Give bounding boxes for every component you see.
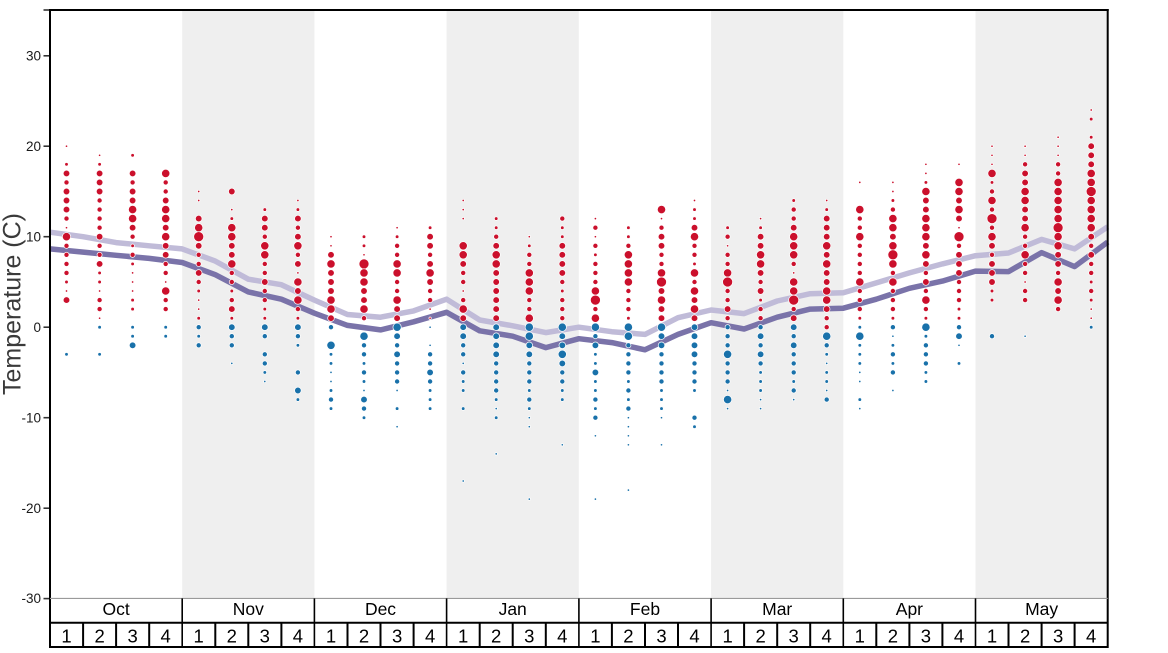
svg-text:4: 4 xyxy=(954,626,964,647)
svg-text:-20: -20 xyxy=(21,501,41,516)
svg-text:Feb: Feb xyxy=(630,599,660,619)
svg-text:2: 2 xyxy=(1020,626,1030,647)
svg-text:1: 1 xyxy=(722,626,732,647)
svg-text:4: 4 xyxy=(161,626,171,647)
svg-text:2: 2 xyxy=(227,626,237,647)
svg-text:1: 1 xyxy=(590,626,600,647)
svg-text:4: 4 xyxy=(1086,626,1096,647)
svg-text:4: 4 xyxy=(425,626,435,647)
svg-text:4: 4 xyxy=(557,626,567,647)
svg-text:-30: -30 xyxy=(21,591,41,606)
svg-text:3: 3 xyxy=(524,626,534,647)
svg-text:0: 0 xyxy=(33,320,41,335)
svg-text:Oct: Oct xyxy=(102,599,129,619)
svg-text:3: 3 xyxy=(127,626,137,647)
svg-text:2: 2 xyxy=(359,626,369,647)
svg-text:2: 2 xyxy=(755,626,765,647)
svg-text:3: 3 xyxy=(656,626,666,647)
svg-text:3: 3 xyxy=(1053,626,1063,647)
svg-text:1: 1 xyxy=(987,626,997,647)
svg-text:3: 3 xyxy=(392,626,402,647)
svg-text:Apr: Apr xyxy=(896,599,923,619)
svg-text:3: 3 xyxy=(260,626,270,647)
svg-text:2: 2 xyxy=(888,626,898,647)
svg-text:-10: -10 xyxy=(21,410,41,425)
svg-text:Mar: Mar xyxy=(762,599,792,619)
svg-text:1: 1 xyxy=(458,626,468,647)
svg-text:10: 10 xyxy=(26,229,41,244)
svg-text:Dec: Dec xyxy=(365,599,396,619)
svg-text:2: 2 xyxy=(623,626,633,647)
svg-text:1: 1 xyxy=(194,626,204,647)
svg-text:Nov: Nov xyxy=(233,599,264,619)
svg-text:4: 4 xyxy=(822,626,832,647)
svg-text:2: 2 xyxy=(94,626,104,647)
svg-text:1: 1 xyxy=(61,626,71,647)
svg-text:May: May xyxy=(1025,599,1058,619)
svg-text:2: 2 xyxy=(491,626,501,647)
svg-text:Temperature (C): Temperature (C) xyxy=(0,213,27,395)
svg-text:3: 3 xyxy=(921,626,931,647)
svg-text:1: 1 xyxy=(855,626,865,647)
svg-text:30: 30 xyxy=(26,48,41,63)
svg-text:4: 4 xyxy=(293,626,303,647)
svg-text:20: 20 xyxy=(26,139,41,154)
svg-text:Jan: Jan xyxy=(499,599,527,619)
svg-text:1: 1 xyxy=(326,626,336,647)
svg-text:4: 4 xyxy=(689,626,699,647)
svg-text:3: 3 xyxy=(789,626,799,647)
